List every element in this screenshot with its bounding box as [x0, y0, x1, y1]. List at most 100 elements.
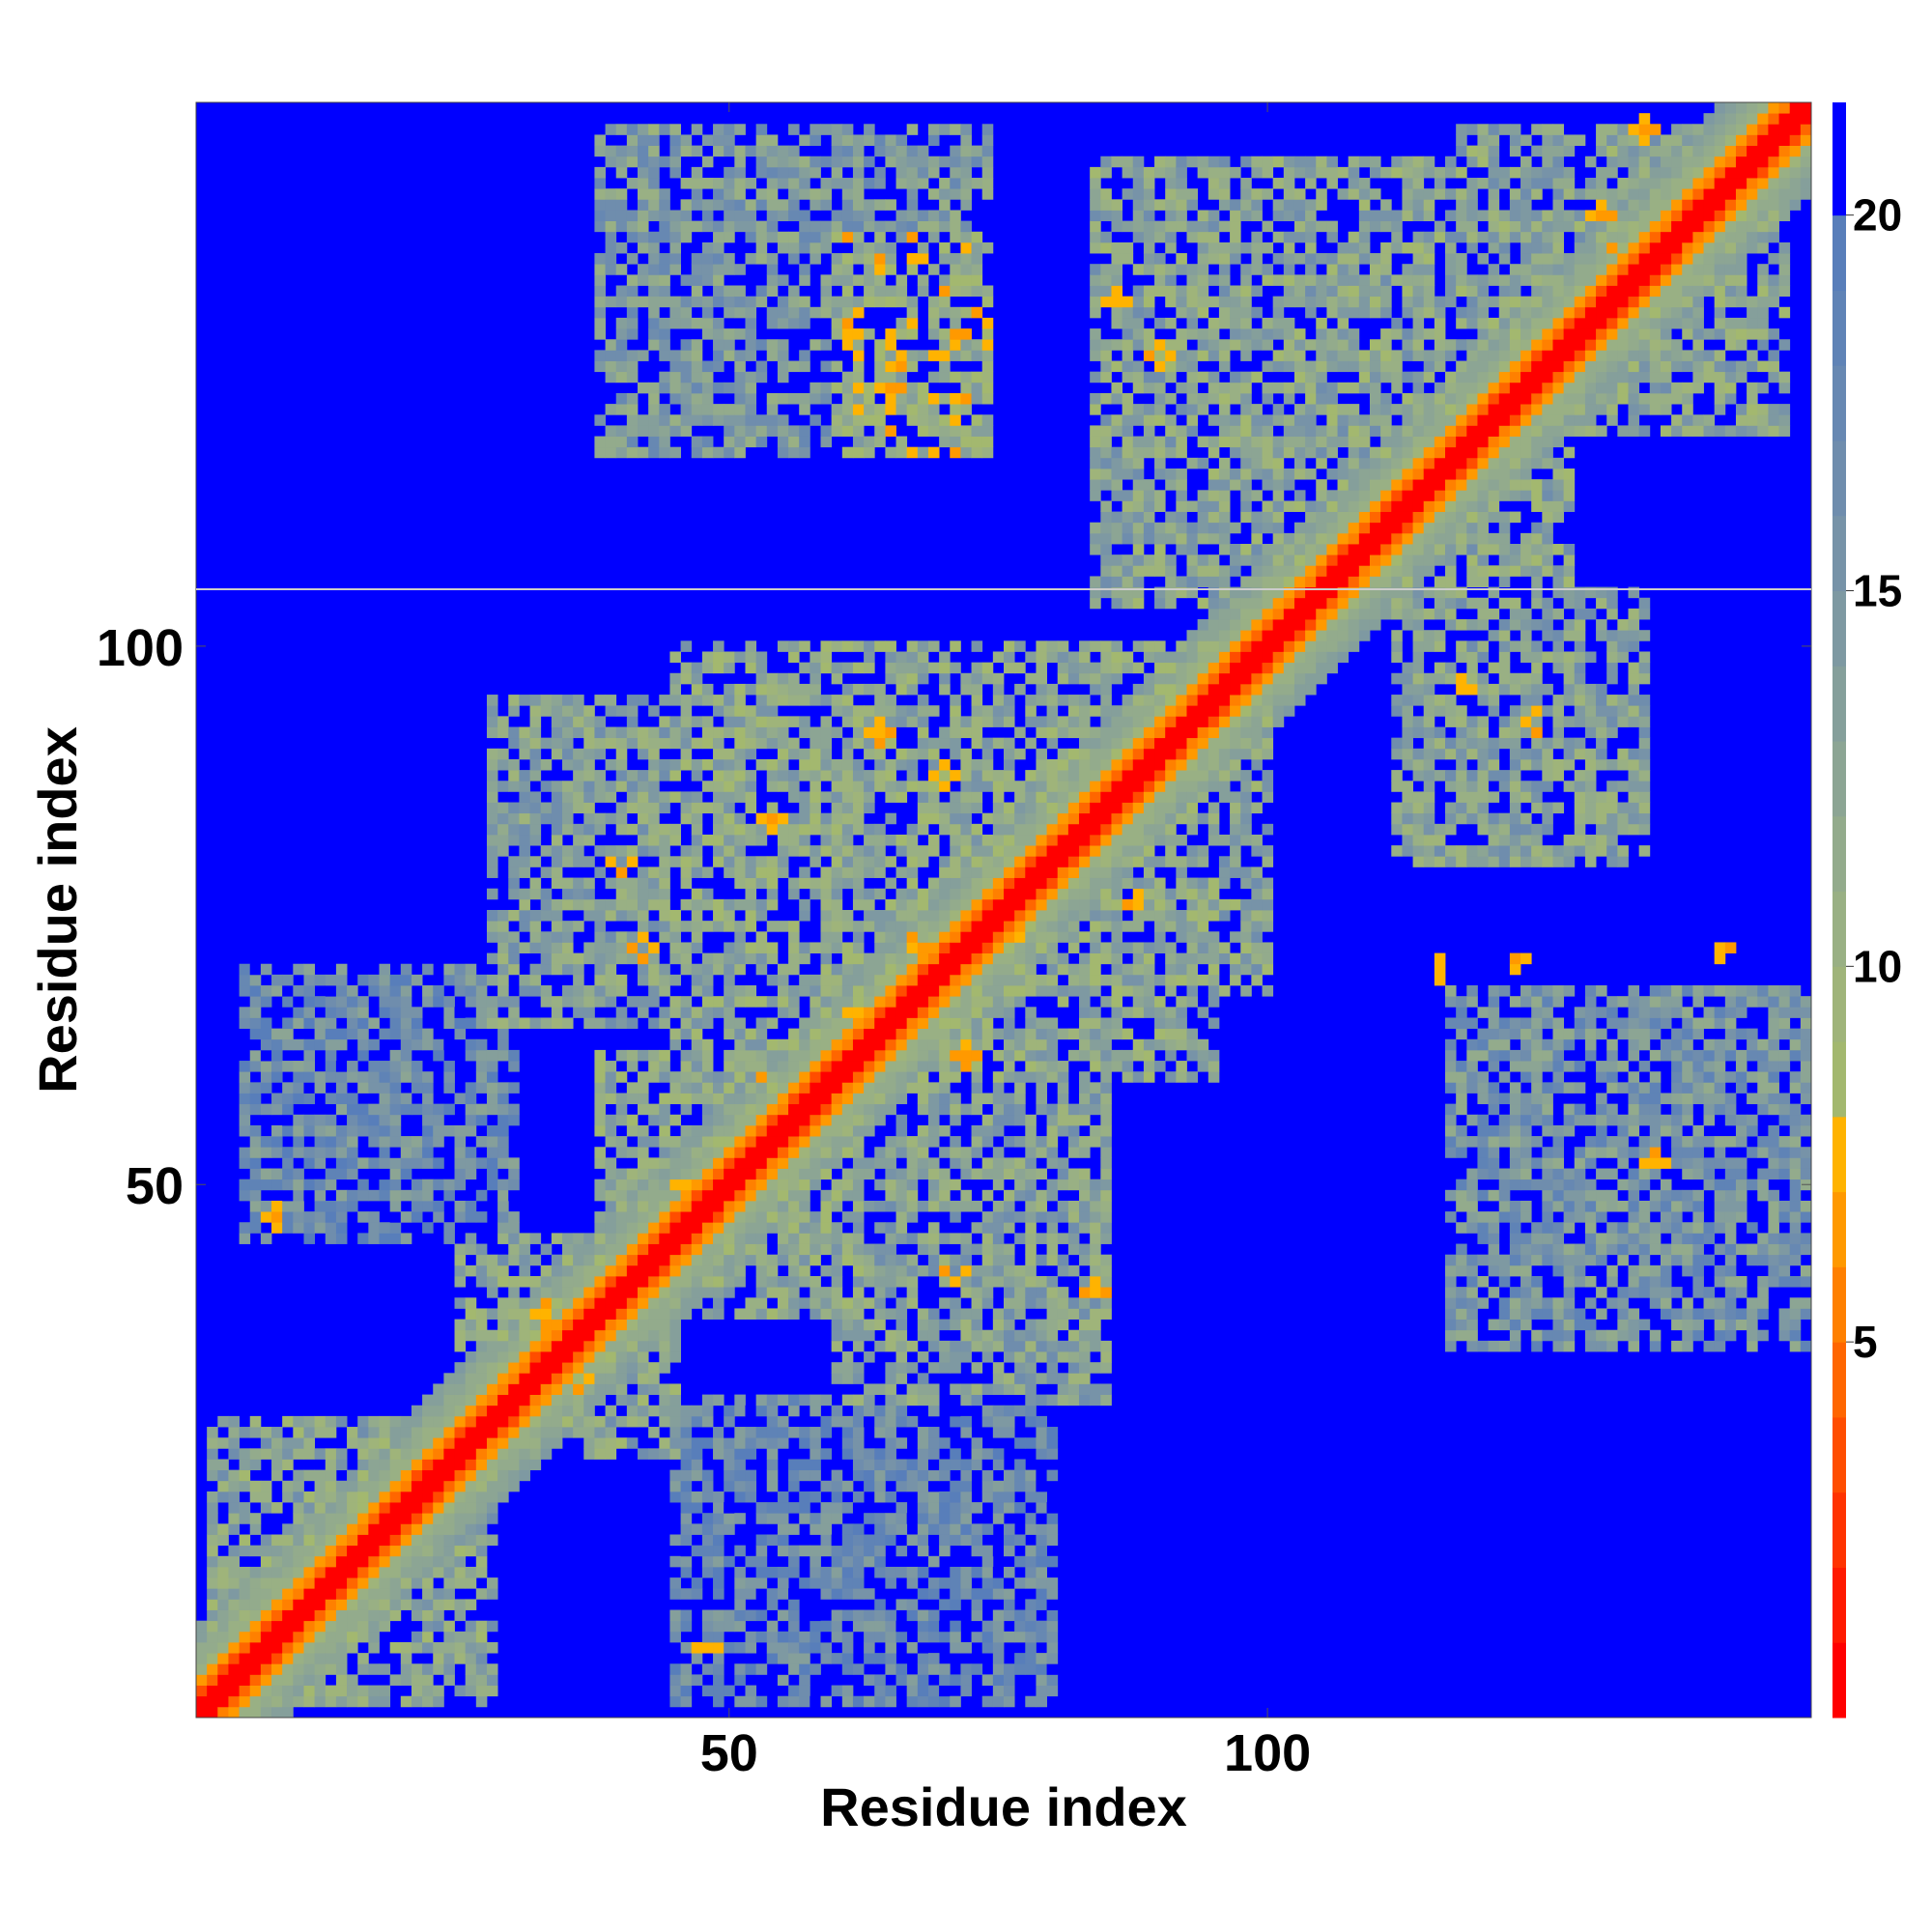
heatmap-cell — [325, 1168, 337, 1180]
heatmap-cell — [895, 1168, 908, 1180]
heatmap-cell — [594, 1394, 606, 1406]
heatmap-cell — [939, 1264, 951, 1277]
heatmap-cell — [939, 737, 951, 750]
heatmap-cell — [852, 737, 865, 750]
heatmap-cell — [433, 1211, 444, 1223]
heatmap-cell — [615, 1383, 628, 1395]
heatmap-cell — [864, 963, 875, 976]
heatmap-cell — [927, 446, 940, 459]
heatmap-cell — [777, 963, 789, 976]
heatmap-cell — [325, 1534, 337, 1547]
heatmap-cell — [777, 1523, 789, 1535]
heatmap-cell — [885, 974, 896, 986]
heatmap-cell — [755, 996, 768, 1008]
heatmap-cell — [659, 124, 670, 135]
heatmap-cell — [820, 382, 833, 394]
heatmap-cell — [293, 985, 304, 997]
heatmap-cell — [874, 1049, 886, 1062]
heatmap-cell — [799, 823, 810, 836]
heatmap-cell — [701, 1061, 714, 1072]
heatmap-cell — [271, 1631, 283, 1643]
heatmap-cell — [400, 1007, 412, 1018]
heatmap-cell — [755, 285, 768, 298]
heatmap-cell — [669, 371, 681, 384]
heatmap-cell — [691, 1437, 703, 1449]
heatmap-cell — [260, 1695, 272, 1708]
heatmap-cell — [895, 1469, 908, 1482]
heatmap-cell — [734, 770, 746, 781]
heatmap-cell — [885, 1254, 896, 1266]
heatmap-cell — [960, 264, 972, 275]
heatmap-cell — [766, 1394, 779, 1406]
heatmap-cell — [669, 1383, 681, 1395]
heatmap-cell — [196, 1685, 208, 1697]
heatmap-cell — [745, 1243, 757, 1256]
heatmap-cell — [788, 1124, 800, 1137]
heatmap-cell — [379, 1233, 391, 1244]
heatmap-cell — [680, 350, 693, 361]
heatmap-cell — [228, 1469, 240, 1482]
heatmap-cell — [626, 1373, 639, 1384]
heatmap-cell — [271, 1469, 283, 1482]
heatmap-cell — [874, 640, 886, 652]
heatmap-cell — [475, 1459, 488, 1471]
heatmap-cell — [659, 1329, 670, 1342]
heatmap-cell — [960, 856, 972, 867]
heatmap-cell — [788, 1685, 800, 1697]
heatmap-cell — [960, 199, 972, 211]
heatmap-cell — [841, 1211, 854, 1223]
heatmap-cell — [368, 1502, 380, 1514]
heatmap-cell — [755, 1061, 768, 1072]
heatmap-cell — [454, 1545, 467, 1557]
heatmap-cell — [239, 1674, 251, 1686]
heatmap-cell — [895, 1028, 908, 1040]
heatmap-cell — [906, 662, 919, 674]
heatmap-cell — [594, 1297, 606, 1309]
heatmap-cell — [874, 134, 886, 146]
heatmap-cell — [669, 1233, 681, 1244]
heatmap-cell — [508, 1017, 520, 1030]
heatmap-cell — [874, 1254, 886, 1266]
heatmap-cell — [745, 1136, 757, 1148]
heatmap-cell — [777, 1577, 789, 1589]
heatmap-cell — [626, 910, 639, 922]
heatmap-cell — [701, 662, 714, 674]
heatmap-cell — [659, 339, 670, 351]
heatmap-cell — [540, 1308, 553, 1320]
heatmap-cell — [874, 1038, 886, 1051]
heatmap-cell — [960, 1685, 972, 1697]
heatmap-cell — [831, 145, 843, 157]
heatmap-cell — [282, 1641, 294, 1654]
heatmap-cell — [841, 296, 854, 308]
heatmap-cell — [433, 1459, 444, 1471]
heatmap-cell — [680, 1179, 693, 1191]
heatmap-cell — [293, 1179, 304, 1191]
heatmap-cell — [810, 1491, 821, 1503]
heatmap-cell — [303, 985, 316, 997]
heatmap-cell — [831, 1545, 843, 1557]
heatmap-cell — [400, 1641, 412, 1654]
heatmap-cell — [831, 1340, 843, 1352]
heatmap-cell — [486, 705, 498, 717]
heatmap-cell — [734, 1254, 746, 1266]
heatmap-cell — [745, 1631, 757, 1643]
heatmap-cell — [895, 1319, 908, 1331]
heatmap-cell — [895, 1222, 908, 1234]
heatmap-cell — [659, 1383, 670, 1395]
heatmap-cell — [691, 1168, 703, 1180]
heatmap-cell — [810, 1297, 821, 1309]
heatmap-cell — [638, 188, 649, 200]
heatmap-cell — [885, 264, 896, 275]
heatmap-cell — [906, 156, 919, 168]
heatmap-cell — [454, 1211, 467, 1223]
heatmap-cell — [799, 1028, 810, 1040]
heatmap-cell — [680, 1674, 693, 1686]
heatmap-cell — [605, 1373, 617, 1384]
heatmap-cell — [939, 1038, 951, 1051]
heatmap-cell — [852, 1071, 865, 1083]
heatmap-cell — [724, 1405, 735, 1417]
heatmap-cell — [454, 1157, 467, 1169]
heatmap-cell — [659, 1264, 670, 1277]
heatmap-cell — [981, 188, 994, 200]
heatmap-cell — [669, 425, 681, 437]
